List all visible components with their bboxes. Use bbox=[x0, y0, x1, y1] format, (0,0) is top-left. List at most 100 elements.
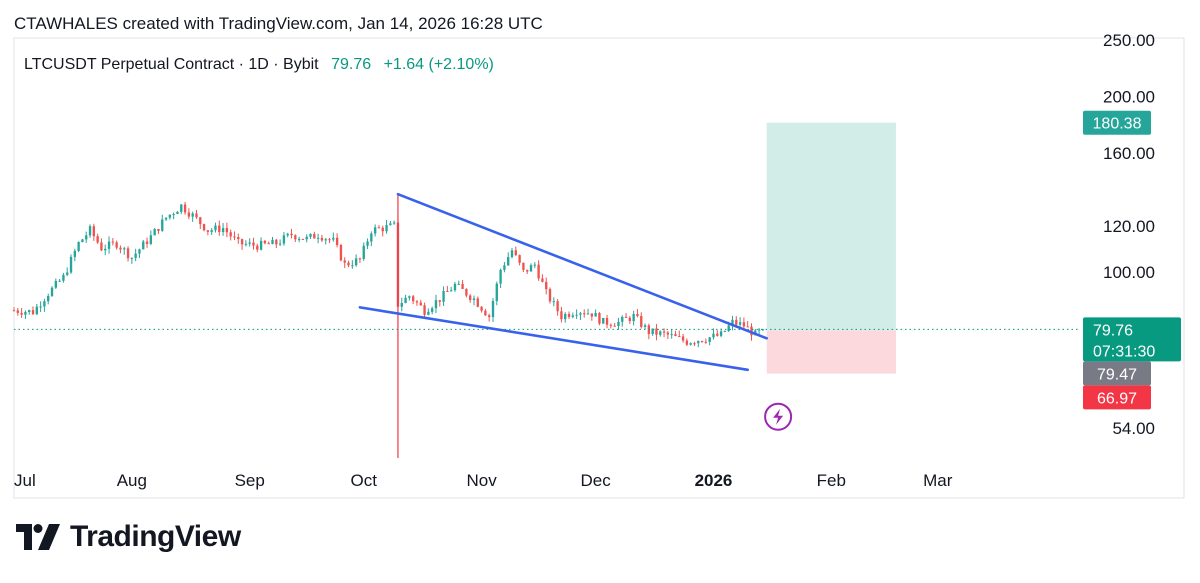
candle bbox=[704, 338, 708, 344]
candle bbox=[111, 238, 115, 246]
candle bbox=[187, 208, 191, 220]
candle bbox=[339, 243, 343, 262]
candle bbox=[746, 320, 749, 328]
candle bbox=[294, 234, 297, 243]
candle bbox=[469, 294, 472, 303]
candle bbox=[643, 323, 647, 330]
legend-change: +1.64 (+2.10%) bbox=[384, 56, 494, 73]
candle bbox=[385, 219, 388, 234]
price-badge-entry: 79.47 bbox=[1083, 361, 1151, 386]
candle bbox=[446, 285, 449, 293]
candle bbox=[449, 286, 453, 292]
candle bbox=[130, 257, 134, 264]
candle bbox=[457, 280, 460, 285]
candle bbox=[256, 243, 259, 253]
y-tick-label: 54.00 bbox=[1112, 419, 1155, 438]
candle bbox=[392, 220, 396, 225]
candles-layer bbox=[12, 201, 765, 348]
candle bbox=[613, 323, 616, 327]
chart-legend: LTCUSDT Perpetual Contract · 1D · Bybit … bbox=[24, 56, 494, 73]
candle bbox=[548, 287, 552, 304]
candle bbox=[28, 309, 31, 315]
candle bbox=[119, 245, 122, 254]
tradingview-logo-icon bbox=[16, 524, 60, 550]
candle bbox=[411, 294, 415, 305]
x-tick-label: Oct bbox=[351, 471, 378, 490]
candle bbox=[712, 328, 715, 340]
candle bbox=[313, 231, 316, 239]
candle bbox=[85, 231, 88, 244]
candle bbox=[560, 306, 563, 323]
candle bbox=[50, 286, 54, 297]
candle bbox=[628, 316, 632, 324]
x-tick-label: Jul bbox=[14, 471, 36, 490]
candle bbox=[43, 298, 46, 312]
candle bbox=[594, 309, 597, 317]
price-badge-stop: 66.97 bbox=[1083, 385, 1151, 410]
candle bbox=[697, 340, 700, 348]
candle bbox=[316, 233, 320, 244]
candle bbox=[571, 312, 575, 319]
candle bbox=[354, 254, 358, 267]
candle bbox=[541, 274, 544, 283]
x-tick-label: 2026 bbox=[695, 471, 733, 490]
candle bbox=[617, 317, 620, 330]
candle bbox=[123, 246, 126, 255]
trendline-upper[interactable] bbox=[396, 192, 769, 340]
x-tick-label: Mar bbox=[923, 471, 953, 490]
candle bbox=[575, 309, 578, 319]
candle bbox=[666, 330, 670, 340]
svg-text:66.97: 66.97 bbox=[1097, 390, 1137, 407]
candle bbox=[624, 312, 628, 318]
x-tick-label: Feb bbox=[817, 471, 846, 490]
candle bbox=[640, 312, 643, 329]
candle bbox=[442, 286, 445, 306]
candle bbox=[134, 248, 137, 262]
candle bbox=[66, 267, 69, 277]
candle bbox=[545, 277, 548, 295]
candle bbox=[438, 300, 441, 307]
candle bbox=[39, 301, 42, 313]
candle bbox=[214, 222, 217, 233]
candle bbox=[73, 248, 77, 262]
candle bbox=[662, 328, 666, 338]
candle bbox=[370, 231, 373, 247]
candle bbox=[324, 237, 327, 245]
y-tick-label: 160.00 bbox=[1103, 144, 1155, 163]
candle bbox=[453, 281, 457, 292]
candle bbox=[507, 252, 510, 266]
candle bbox=[149, 230, 153, 246]
candle bbox=[434, 294, 438, 314]
candle bbox=[700, 340, 704, 343]
y-tick-label: 100.00 bbox=[1103, 263, 1155, 282]
candle bbox=[290, 228, 293, 239]
candle bbox=[423, 302, 426, 318]
trendline-lower[interactable] bbox=[358, 306, 749, 372]
candle bbox=[275, 238, 278, 249]
candle bbox=[161, 214, 164, 232]
candle bbox=[408, 295, 411, 301]
candle bbox=[157, 228, 160, 234]
legend-symbol: LTCUSDT Perpetual Contract · 1D · Bybit bbox=[24, 56, 319, 73]
candle bbox=[305, 234, 308, 243]
candle bbox=[586, 308, 590, 315]
candle bbox=[138, 248, 141, 259]
candle bbox=[465, 288, 468, 298]
candle bbox=[195, 209, 198, 219]
candle bbox=[510, 247, 514, 259]
candle bbox=[332, 232, 335, 242]
target-zone bbox=[766, 122, 896, 331]
lightning-icon[interactable] bbox=[764, 402, 793, 431]
candle bbox=[248, 238, 251, 247]
candle bbox=[54, 278, 57, 289]
candle bbox=[107, 236, 111, 254]
candle bbox=[651, 328, 654, 336]
candle bbox=[351, 260, 354, 269]
candle bbox=[621, 315, 624, 327]
legend-price: 79.76 bbox=[331, 56, 371, 73]
candle bbox=[488, 313, 491, 322]
candle bbox=[430, 306, 434, 315]
candle bbox=[62, 272, 65, 283]
candle bbox=[35, 303, 38, 316]
